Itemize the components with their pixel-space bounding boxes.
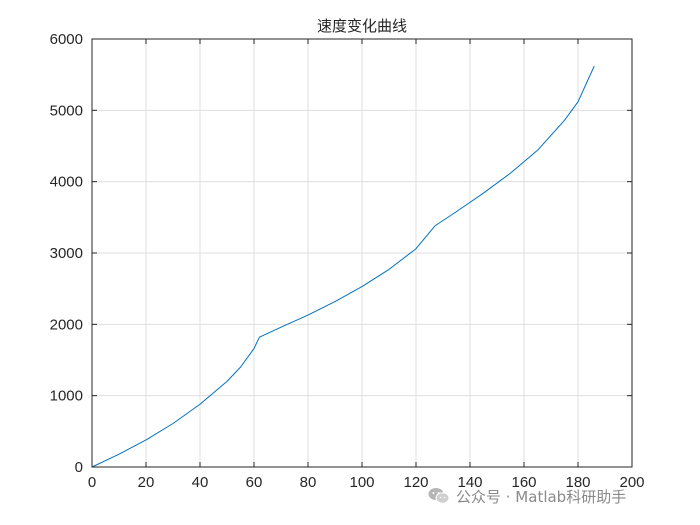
y-tick-label: 2000 — [50, 316, 83, 333]
watermark-text: 公众号 · Matlab科研助手 — [456, 487, 627, 506]
series-line — [91, 65, 595, 468]
tick-labels: 0 20 40 60 80 100 120 140 160 180 2000100020003000… — [50, 31, 645, 491]
x-tick-label: 120 — [403, 474, 428, 491]
y-tick-label: 3000 — [50, 245, 83, 262]
x-tick-label: 0 — [88, 474, 96, 491]
ticks — [91, 38, 633, 468]
x-tick-label: 160 — [511, 474, 536, 491]
x-tick-label: 20 — [138, 474, 155, 491]
x-tick-label: 60 — [246, 474, 263, 491]
y-tick-label: 4000 — [50, 174, 83, 191]
y-tick-label: 0 — [75, 459, 83, 476]
y-tick-label: 5000 — [50, 102, 83, 119]
chart-title: 速度变化曲线 — [317, 17, 407, 35]
x-tick-label: 140 — [457, 474, 482, 491]
watermark: 公众号 · Matlab科研助手 — [428, 484, 626, 508]
y-tick-label: 6000 — [50, 31, 83, 48]
x-tick-label: 80 — [300, 474, 317, 491]
wechat-icon — [428, 488, 450, 504]
x-tick-label: 40 — [192, 474, 209, 491]
x-tick-label: 180 — [565, 474, 590, 491]
grid — [92, 39, 632, 467]
x-tick-label: 100 — [349, 474, 374, 491]
x-tick-label: 200 — [619, 474, 644, 491]
y-tick-label: 1000 — [50, 388, 83, 405]
series-layer — [91, 65, 595, 468]
